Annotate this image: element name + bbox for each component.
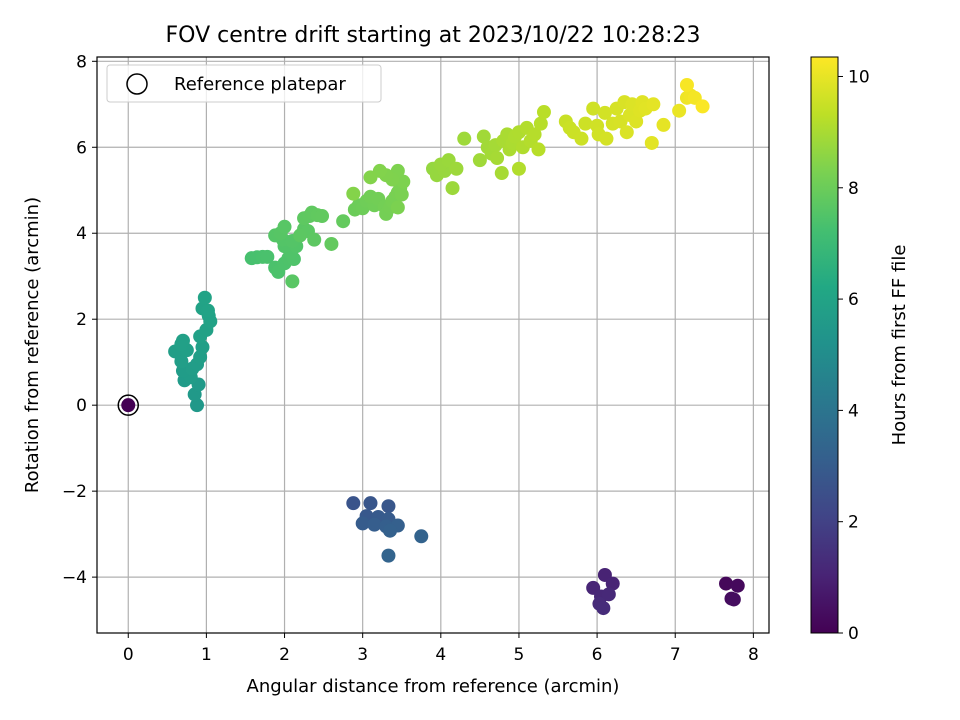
data-point — [494, 166, 509, 181]
data-point — [646, 97, 661, 112]
data-point — [679, 77, 694, 92]
data-point — [381, 499, 396, 514]
data-point — [175, 333, 190, 348]
data-point — [277, 219, 292, 234]
data-point — [531, 142, 546, 157]
data-point — [596, 601, 611, 616]
data-point — [307, 232, 322, 247]
data-point — [490, 151, 505, 166]
chart-title: FOV centre drift starting at 2023/10/22 … — [166, 23, 701, 48]
data-point — [346, 186, 361, 201]
colorbar-ticks: 0 2 4 6 8 10 — [838, 67, 870, 644]
data-point — [449, 161, 464, 176]
colorbar: 0 2 4 6 8 10 Hours from first FF file — [810, 56, 910, 644]
data-point — [336, 214, 351, 229]
data-point — [195, 340, 210, 355]
data-point — [586, 101, 601, 116]
data-point — [394, 187, 409, 202]
data-point — [726, 592, 741, 607]
data-point — [190, 398, 205, 413]
data-point — [719, 576, 734, 591]
data-point — [629, 114, 644, 129]
data-point — [472, 153, 487, 168]
x-tick-label: 6 — [592, 645, 603, 665]
x-tick-label: 1 — [201, 645, 212, 665]
data-point — [285, 274, 300, 289]
y-tick-label: 6 — [76, 138, 87, 158]
data-point — [730, 578, 745, 593]
reference-platepar-marker — [117, 394, 140, 416]
data-point — [601, 587, 616, 602]
y-tick-label: 4 — [76, 224, 87, 244]
data-point — [381, 548, 396, 563]
data-point — [363, 170, 378, 185]
data-point — [363, 496, 378, 511]
x-tick-label: 3 — [357, 645, 368, 665]
data-point — [574, 131, 589, 146]
data-point — [672, 103, 687, 118]
y-tick-label: 0 — [76, 396, 87, 416]
x-axis-ticks: 0 1 2 3 4 5 6 7 8 — [123, 633, 759, 665]
data-point — [367, 517, 382, 532]
data-point — [355, 516, 370, 531]
data-points — [117, 77, 745, 616]
data-point — [644, 135, 659, 150]
data-point — [200, 303, 215, 318]
data-point — [533, 116, 548, 131]
data-point — [383, 523, 398, 538]
data-point — [536, 105, 551, 120]
colorbar-tick-label: 0 — [848, 624, 859, 644]
colorbar-tick-label: 4 — [848, 401, 859, 421]
data-point — [476, 129, 491, 144]
colorbar-tick-label: 6 — [848, 290, 859, 310]
y-axis-label: Rotation from reference (arcmin) — [22, 197, 43, 493]
x-tick-label: 4 — [435, 645, 446, 665]
data-point — [527, 127, 542, 142]
data-point — [656, 117, 671, 132]
y-tick-label: 2 — [76, 310, 87, 330]
y-tick-label: −2 — [62, 482, 87, 502]
y-tick-label: −4 — [62, 568, 87, 588]
data-point — [597, 105, 612, 120]
plot-frame — [96, 56, 770, 634]
data-point — [324, 236, 339, 251]
x-tick-label: 8 — [748, 645, 759, 665]
y-axis-ticks: −4 −2 0 2 4 6 8 — [62, 52, 97, 588]
colorbar-tick-label: 8 — [848, 179, 859, 199]
x-tick-label: 0 — [123, 645, 134, 665]
colorbar-label: Hours from first FF file — [889, 245, 910, 446]
x-tick-label: 2 — [279, 645, 290, 665]
data-point — [315, 209, 330, 224]
data-point — [445, 181, 460, 196]
data-point — [121, 398, 136, 413]
legend: Reference platepar — [106, 64, 382, 103]
data-point — [293, 228, 308, 243]
data-point — [619, 125, 634, 140]
data-point — [511, 161, 526, 176]
y-tick-label: 8 — [76, 52, 87, 72]
data-point — [599, 131, 614, 146]
data-point — [396, 174, 411, 189]
legend-marker-icon — [126, 73, 148, 95]
data-point — [197, 290, 212, 305]
data-point — [605, 576, 620, 591]
legend-label: Reference platepar — [174, 74, 346, 95]
x-axis-label: Angular distance from reference (arcmin) — [247, 676, 620, 697]
x-tick-label: 5 — [514, 645, 525, 665]
data-point — [457, 131, 472, 146]
data-point — [260, 249, 275, 264]
x-tick-label: 7 — [670, 645, 681, 665]
data-point — [695, 99, 710, 114]
data-point — [578, 116, 593, 131]
legend-box — [106, 64, 382, 103]
data-point — [390, 200, 405, 215]
data-point — [414, 529, 429, 544]
colorbar-gradient — [810, 56, 839, 634]
colorbar-tick-label: 10 — [848, 67, 870, 87]
data-point — [346, 496, 361, 511]
colorbar-tick-label: 2 — [848, 513, 859, 533]
